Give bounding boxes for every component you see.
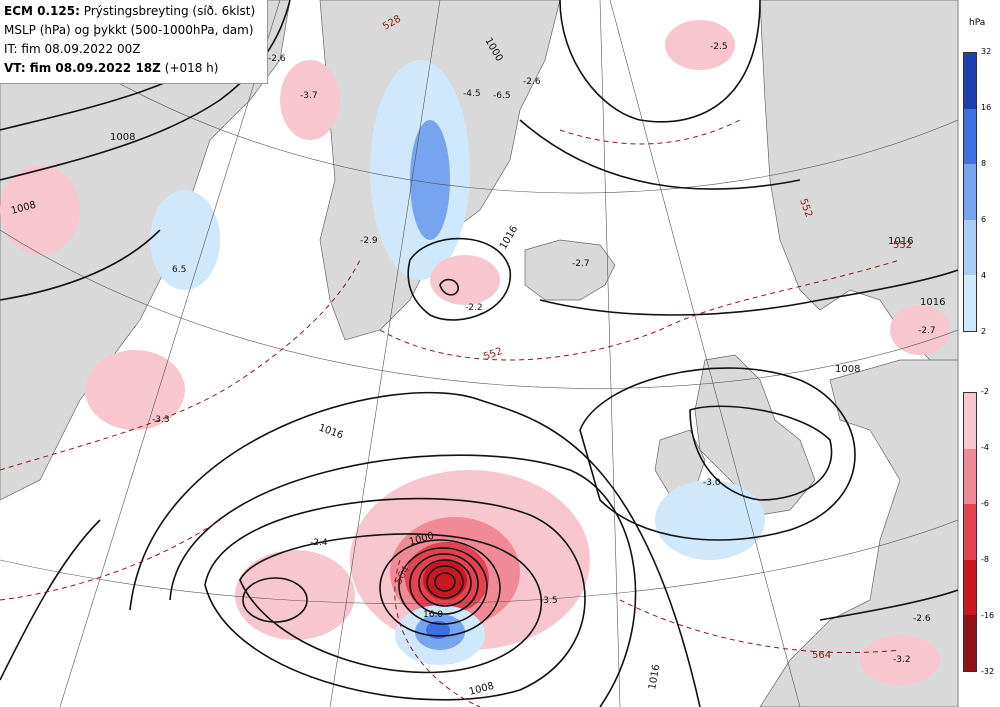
tendency-label: -2.6 xyxy=(268,54,286,64)
tick-minus8: -8 xyxy=(981,555,989,564)
forecast-hour: (+018 h) xyxy=(164,61,219,75)
scandinavia xyxy=(759,0,958,381)
tick-4: 4 xyxy=(981,271,987,280)
isobar-label: 1016 xyxy=(888,236,913,247)
canada xyxy=(0,0,291,501)
isobar-label: 1008 xyxy=(468,681,495,698)
iceland xyxy=(524,239,616,301)
fall-area xyxy=(85,350,185,430)
tendency-label: -2.6 xyxy=(913,614,931,624)
subtitle-mslp: MSLP (hPa) og þykkt (500-1000hPa, dam) xyxy=(4,23,254,37)
rise-area xyxy=(426,621,450,639)
swatch-minus8 xyxy=(964,504,976,560)
tendency-label: -2.6 xyxy=(523,77,541,87)
valid-time: VT: fim 08.09.2022 18Z xyxy=(4,61,161,75)
fall-area xyxy=(235,550,355,640)
fall-area xyxy=(430,255,500,305)
tendency-label: -3.0 xyxy=(703,478,721,488)
field-name: Prýstingsbreyting (síð. 6klst) xyxy=(83,4,256,18)
tendency-label: -3.5 xyxy=(540,596,558,606)
colorbar-rise xyxy=(963,52,977,332)
isobar-label: 1016 xyxy=(920,297,945,308)
pressure-tendency-shading xyxy=(0,20,950,685)
map-canvas: 1000 1008 1016 1016 1008 1016 1016 1008 … xyxy=(0,0,958,707)
title-row: ECM 0.125: Prýstingsbreyting (síð. 6klst… xyxy=(4,2,263,21)
tick-32: 32 xyxy=(981,47,992,56)
isobar-label: 1016 xyxy=(498,224,520,252)
swatch-8 xyxy=(964,164,976,220)
tendency-label: -2.4 xyxy=(310,538,328,548)
swatch-minus4 xyxy=(964,393,976,449)
tick-minus16: -16 xyxy=(981,611,995,620)
isobar-label: 1016 xyxy=(317,422,345,441)
rise-area xyxy=(410,120,450,240)
tick-minus32: -32 xyxy=(981,667,995,676)
tick-minus4: -4 xyxy=(981,443,989,452)
tendency-label: -3.7 xyxy=(300,91,318,101)
tendency-label: -2.2 xyxy=(465,303,483,313)
thickness-label: 564 xyxy=(812,650,831,661)
tick-2: 2 xyxy=(981,327,987,336)
map-info-panel: ECM 0.125: Prýstingsbreyting (síð. 6klst… xyxy=(0,0,268,84)
tick-16: 16 xyxy=(981,103,992,112)
tendency-label: 6.5 xyxy=(172,265,186,275)
fall-area xyxy=(280,60,340,140)
rise-area xyxy=(655,480,765,560)
initial-time: IT: fim 08.09.2022 00Z xyxy=(4,42,141,56)
tendency-label: -2.5 xyxy=(710,42,728,52)
rise-area xyxy=(150,190,220,290)
swatch-16 xyxy=(964,108,976,165)
model-name: ECM 0.125: xyxy=(4,4,80,18)
swatch-minus6 xyxy=(964,448,976,505)
isobar-label: 1008 xyxy=(835,364,860,375)
tendency-label: -6.5 xyxy=(493,91,511,101)
tendency-label: -2.9 xyxy=(360,236,378,246)
graticule xyxy=(0,0,958,707)
tick-8: 8 xyxy=(981,159,987,168)
valid-time-row: VT: fim 08.09.2022 18Z (+018 h) xyxy=(4,59,263,78)
colorbar-legend: hPa 32 16 8 6 4 2 -2 -4 -6 -8 -16 -32 xyxy=(958,0,1000,707)
tendency-label: -3.3 xyxy=(152,415,170,425)
tendency-label: -2.7 xyxy=(918,326,936,336)
tick-minus2: -2 xyxy=(981,387,989,396)
weather-map: 1000 1008 1016 1016 1008 1016 1016 1008 … xyxy=(0,0,958,707)
tick-6: 6 xyxy=(981,215,987,224)
tendency-label: -2.7 xyxy=(572,259,590,269)
thickness-contours xyxy=(0,119,901,707)
fall-area xyxy=(890,305,950,355)
land-masses xyxy=(0,0,958,707)
europe-mainland xyxy=(759,359,958,707)
tendency-label: -3.2 xyxy=(893,655,911,665)
swatch-minus16 xyxy=(964,559,976,616)
thickness-label: 552 xyxy=(893,240,912,251)
isobar-label: 1016 xyxy=(647,664,662,691)
tendency-labels: -3.7 -2.5 -2.6 -4.5 -6.5 -2.9 -2.2 -2.7 … xyxy=(152,42,936,665)
legend-unit: hPa xyxy=(969,18,986,28)
fall-area xyxy=(0,165,80,255)
swatch-minus32 xyxy=(964,615,976,671)
fall-area xyxy=(665,20,735,70)
isobar-label: 1008 xyxy=(110,132,135,143)
thickness-label: 552 xyxy=(482,346,504,363)
tendency-label: 16.0 xyxy=(423,610,443,620)
fall-area xyxy=(860,635,940,685)
swatch-32 xyxy=(964,53,976,109)
colorbar-fall xyxy=(963,392,977,672)
swatch-6 xyxy=(964,219,976,276)
swatch-4 xyxy=(964,275,976,331)
tendency-label: -4.5 xyxy=(463,89,481,99)
tick-minus6: -6 xyxy=(981,499,989,508)
